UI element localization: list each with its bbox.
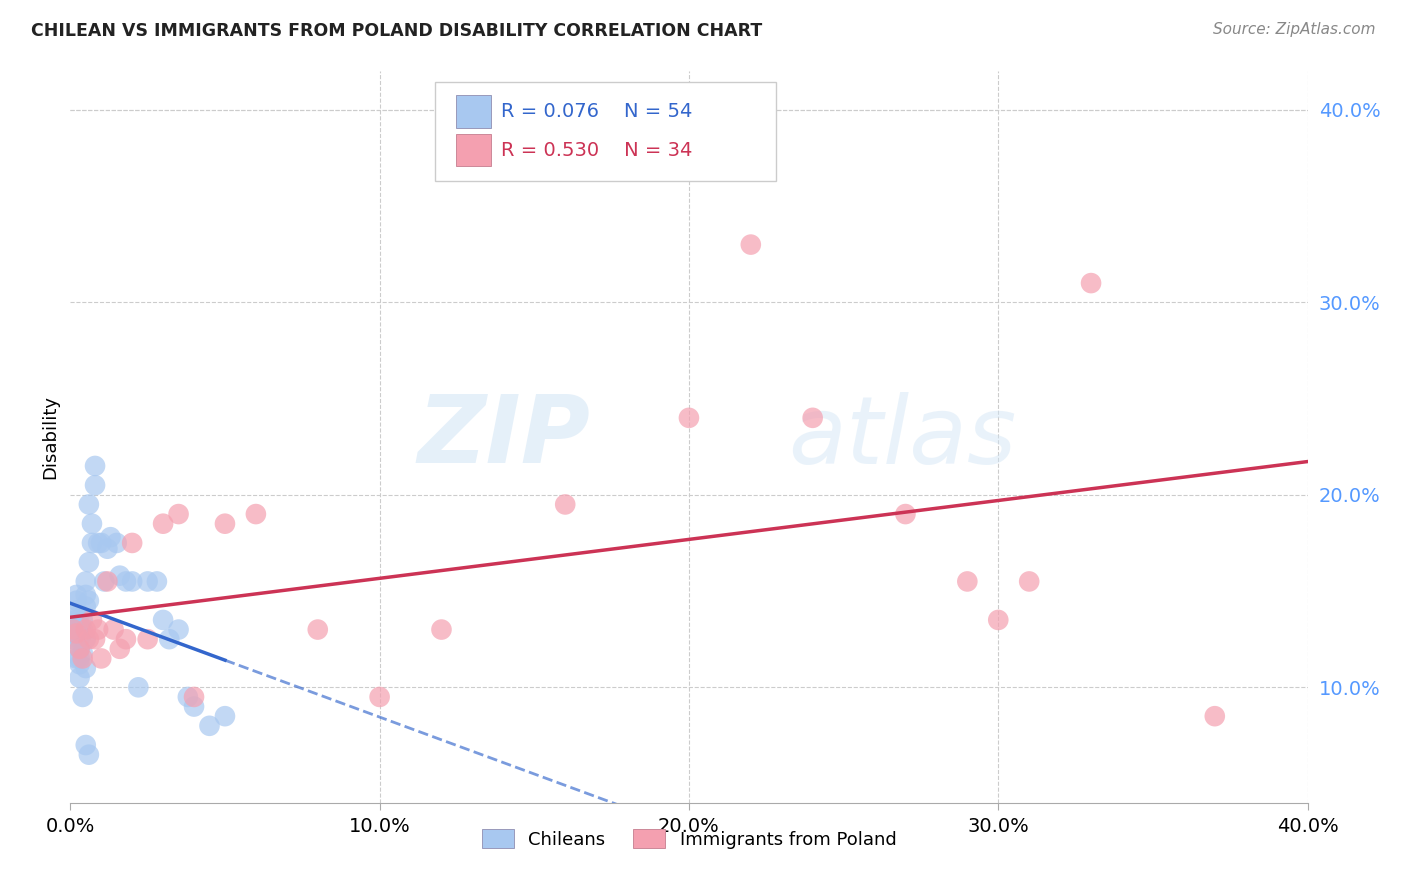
Point bbox=[987, 613, 1010, 627]
Point bbox=[100, 530, 122, 544]
Point bbox=[90, 651, 112, 665]
Point bbox=[72, 613, 94, 627]
Text: R = 0.530    N = 34: R = 0.530 N = 34 bbox=[501, 141, 692, 160]
Point bbox=[80, 536, 103, 550]
Point bbox=[62, 623, 84, 637]
Text: ZIP: ZIP bbox=[418, 391, 591, 483]
Point bbox=[198, 719, 221, 733]
Point bbox=[65, 623, 87, 637]
FancyBboxPatch shape bbox=[436, 82, 776, 181]
Point bbox=[77, 632, 100, 647]
Point bbox=[75, 588, 97, 602]
Point bbox=[1080, 276, 1102, 290]
Point bbox=[115, 574, 138, 589]
Point bbox=[72, 623, 94, 637]
Point bbox=[115, 632, 138, 647]
Point bbox=[121, 536, 143, 550]
Point bbox=[62, 623, 84, 637]
Point bbox=[72, 651, 94, 665]
Point bbox=[90, 536, 112, 550]
Point bbox=[245, 507, 267, 521]
Point bbox=[183, 699, 205, 714]
Point bbox=[96, 541, 118, 556]
Point bbox=[368, 690, 391, 704]
Point bbox=[62, 626, 84, 640]
Point bbox=[77, 555, 100, 569]
Point bbox=[69, 641, 91, 656]
Point bbox=[80, 613, 103, 627]
Point bbox=[84, 478, 107, 492]
Point bbox=[72, 690, 94, 704]
Point bbox=[65, 593, 87, 607]
Point bbox=[152, 613, 174, 627]
Point bbox=[136, 574, 159, 589]
Point bbox=[214, 516, 236, 531]
Point bbox=[75, 738, 97, 752]
Text: CHILEAN VS IMMIGRANTS FROM POLAND DISABILITY CORRELATION CHART: CHILEAN VS IMMIGRANTS FROM POLAND DISABI… bbox=[31, 22, 762, 40]
Point bbox=[75, 574, 97, 589]
Point bbox=[69, 651, 91, 665]
Point bbox=[75, 623, 97, 637]
Point bbox=[69, 607, 91, 622]
Point bbox=[96, 574, 118, 589]
Text: R = 0.076    N = 54: R = 0.076 N = 54 bbox=[501, 102, 692, 121]
Point bbox=[103, 623, 125, 637]
Point bbox=[87, 536, 110, 550]
Point bbox=[77, 498, 100, 512]
Point bbox=[152, 516, 174, 531]
Point bbox=[108, 568, 131, 582]
Point bbox=[77, 593, 100, 607]
Point bbox=[801, 410, 824, 425]
Point bbox=[430, 623, 453, 637]
Point bbox=[65, 588, 87, 602]
FancyBboxPatch shape bbox=[457, 95, 491, 128]
Point bbox=[105, 536, 128, 550]
Point bbox=[87, 623, 110, 637]
Point bbox=[177, 690, 200, 704]
Point bbox=[740, 237, 762, 252]
Point bbox=[136, 632, 159, 647]
Point bbox=[93, 574, 115, 589]
Point bbox=[80, 516, 103, 531]
Point bbox=[167, 623, 190, 637]
Point bbox=[84, 458, 107, 473]
Point bbox=[69, 671, 91, 685]
Point bbox=[65, 651, 87, 665]
Text: atlas: atlas bbox=[787, 392, 1017, 483]
Point bbox=[75, 661, 97, 675]
Point bbox=[77, 747, 100, 762]
Point bbox=[69, 616, 91, 631]
Point bbox=[84, 632, 107, 647]
Point bbox=[956, 574, 979, 589]
Point bbox=[894, 507, 917, 521]
Point bbox=[214, 709, 236, 723]
Point bbox=[183, 690, 205, 704]
Point bbox=[65, 613, 87, 627]
Point bbox=[62, 632, 84, 647]
Point bbox=[678, 410, 700, 425]
Point bbox=[72, 646, 94, 660]
Y-axis label: Disability: Disability bbox=[41, 395, 59, 479]
Point bbox=[72, 626, 94, 640]
Point bbox=[1204, 709, 1226, 723]
Point bbox=[157, 632, 180, 647]
Point bbox=[127, 681, 149, 695]
Point bbox=[108, 641, 131, 656]
Point bbox=[121, 574, 143, 589]
Point bbox=[307, 623, 329, 637]
Point bbox=[69, 641, 91, 656]
Point bbox=[1018, 574, 1040, 589]
Point bbox=[75, 632, 97, 647]
Point bbox=[69, 657, 91, 672]
FancyBboxPatch shape bbox=[457, 134, 491, 167]
Point bbox=[69, 632, 91, 647]
Point bbox=[65, 626, 87, 640]
Point bbox=[554, 498, 576, 512]
Point bbox=[167, 507, 190, 521]
Text: Source: ZipAtlas.com: Source: ZipAtlas.com bbox=[1212, 22, 1375, 37]
Point bbox=[146, 574, 169, 589]
Point bbox=[65, 603, 87, 617]
Point bbox=[75, 599, 97, 614]
Legend: Chileans, Immigrants from Poland: Chileans, Immigrants from Poland bbox=[474, 822, 904, 856]
